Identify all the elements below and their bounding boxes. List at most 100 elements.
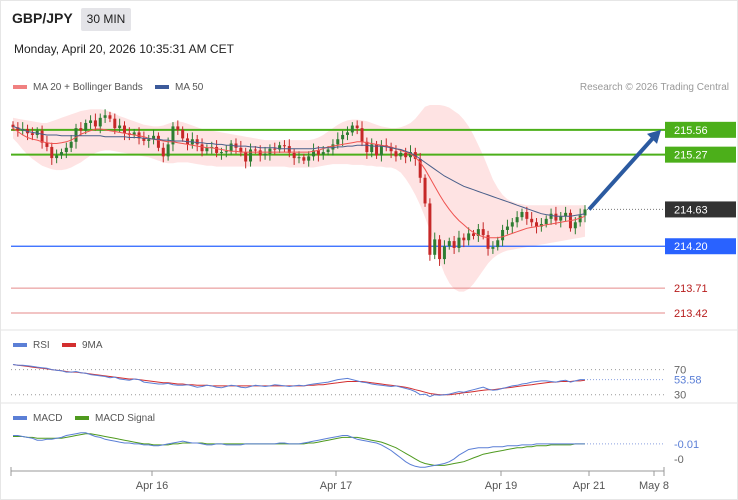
candle-body xyxy=(350,125,354,133)
candle-body xyxy=(549,213,553,219)
candle-body xyxy=(171,126,175,145)
candle-body xyxy=(501,229,505,241)
credit-text: Research © 2026 Trading Central xyxy=(580,82,729,93)
macd-line xyxy=(13,432,585,468)
candle-body xyxy=(59,152,63,156)
support-label-box xyxy=(665,238,736,255)
candle-body xyxy=(11,124,15,128)
chart-marks: 215.56 215.27 214.63 214.20 213.71 213.42 70 30… xyxy=(10,105,736,492)
candle-body xyxy=(69,141,73,148)
candle-body xyxy=(244,152,248,162)
candle-body xyxy=(50,146,54,159)
resistance-label-box xyxy=(665,146,736,163)
candle-body xyxy=(108,115,112,119)
bollinger-band xyxy=(13,105,585,292)
candle-body xyxy=(195,139,199,145)
candle-body xyxy=(336,139,340,145)
candle-body xyxy=(578,215,582,223)
candle-body xyxy=(200,144,204,152)
candle-body xyxy=(118,125,122,129)
candle-body xyxy=(559,216,563,221)
candle-body xyxy=(428,203,432,255)
candle-body xyxy=(491,247,495,249)
candle-body xyxy=(476,229,480,236)
legend-macd-label: MACD xyxy=(33,413,62,424)
candle-body xyxy=(79,128,83,131)
rsi-last-value: 53.58 xyxy=(674,375,702,387)
time-tick-label: May 8 xyxy=(639,480,669,492)
candle-body xyxy=(510,222,514,227)
candle-body xyxy=(55,155,59,159)
resistance-label-box xyxy=(665,121,736,138)
candle-body xyxy=(268,148,272,154)
candle-body xyxy=(520,212,524,218)
candle-body xyxy=(583,209,587,216)
candle-body xyxy=(573,222,577,229)
candle-body xyxy=(331,144,335,150)
candle-body xyxy=(132,132,136,135)
candle-body xyxy=(239,147,243,153)
candle-body xyxy=(219,152,223,154)
macd-signal-line xyxy=(13,433,585,466)
candle-body xyxy=(215,146,219,153)
resistance-label: 215.56 xyxy=(674,125,708,137)
candle-body xyxy=(345,132,349,135)
candle-body xyxy=(404,152,408,158)
candle-body xyxy=(341,134,345,140)
rsi-ma-line xyxy=(12,364,586,396)
legend-ma20-label: MA 20 + Bollinger Bands xyxy=(33,82,143,93)
candle-body xyxy=(278,145,282,150)
candle-body xyxy=(156,135,160,148)
forecast-arrow-head xyxy=(647,129,661,144)
candle-body xyxy=(40,130,44,143)
candle-body xyxy=(355,125,359,129)
candle-body xyxy=(326,149,330,153)
candle-body xyxy=(505,226,509,230)
macd-last-value: -0.01 xyxy=(674,439,699,451)
candle-body xyxy=(452,241,456,248)
candle-body xyxy=(98,117,102,127)
candle-body xyxy=(467,233,471,241)
candle-body xyxy=(224,151,228,153)
datetime-label: Monday, April 20, 2026 10:35:31 AM CET xyxy=(14,42,234,56)
candle-body xyxy=(84,122,88,131)
candle-body xyxy=(564,212,568,217)
candle-body xyxy=(496,240,500,248)
candle-body xyxy=(93,120,97,127)
candle-body xyxy=(389,146,393,152)
rsi-tick-label: 30 xyxy=(674,390,686,402)
candle-body xyxy=(515,217,519,223)
candle-body xyxy=(253,149,257,151)
candle-body xyxy=(544,218,548,224)
candle-body xyxy=(273,148,277,150)
support-level-label: 213.71 xyxy=(674,283,708,295)
candle-body xyxy=(423,177,427,204)
candle-body xyxy=(418,158,422,178)
candle-body xyxy=(176,126,180,130)
rsi-line xyxy=(12,364,585,398)
candle-body xyxy=(166,144,170,157)
candle-body xyxy=(481,229,485,236)
candle-body xyxy=(45,142,49,147)
timeframe-button[interactable]: 30 MIN xyxy=(81,8,131,31)
candle-body xyxy=(287,146,291,153)
candle-body xyxy=(438,239,442,260)
candle-body xyxy=(103,115,107,118)
legend-macd-swatch xyxy=(13,416,27,420)
candle-body xyxy=(365,141,369,153)
legend-rsi-swatch xyxy=(13,343,27,347)
candle-body xyxy=(554,213,558,221)
candle-body xyxy=(360,128,364,142)
rsi-tick-label: 70 xyxy=(674,365,686,377)
candle-body xyxy=(433,239,437,255)
legend-macd-signal-label: MACD Signal xyxy=(95,413,155,424)
time-tick-label: Apr 21 xyxy=(573,480,605,492)
macd-legend: MACD MACD Signal xyxy=(13,413,155,424)
price-legend: MA 20 + Bollinger Bands MA 50 Research ©… xyxy=(13,82,729,93)
candle-body xyxy=(394,151,398,157)
legend-rsi-label: RSI xyxy=(33,340,50,351)
legend-ma20-swatch xyxy=(13,85,27,89)
time-tick-label: Apr 16 xyxy=(136,480,168,492)
support-label: 214.20 xyxy=(674,241,708,253)
